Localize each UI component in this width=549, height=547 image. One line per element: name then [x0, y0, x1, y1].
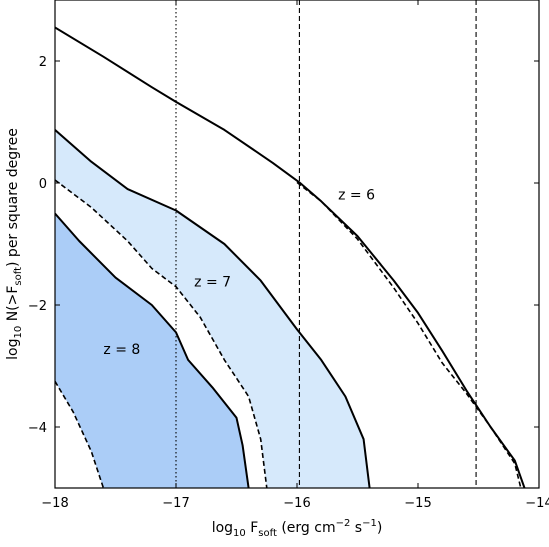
- band-fill-1: [55, 129, 370, 488]
- band-fills: [55, 129, 370, 488]
- y-tick-label: 2: [39, 55, 47, 70]
- curve-z8-lower: [55, 380, 105, 488]
- curve-label-1: z = 6: [338, 187, 375, 203]
- x-tick-label: −14: [525, 496, 549, 511]
- y-tick-label: −4: [28, 421, 47, 436]
- curve-label-3: z = 8: [103, 342, 140, 358]
- curve-z7-upper: [55, 129, 371, 488]
- x-tick-label: −17: [162, 496, 189, 511]
- curves: [55, 26, 526, 488]
- curve-z8-upper: [55, 212, 250, 488]
- x-tick-label: −16: [283, 496, 310, 511]
- curve-z6-dashed: [296, 181, 522, 488]
- curve-z7-lower: [55, 179, 268, 488]
- y-tick-label: 0: [39, 177, 47, 192]
- x-axis-title: log10 Fsoft (erg cm−2 s−1): [212, 518, 383, 539]
- y-tick-label: −2: [28, 299, 47, 314]
- band-fill-2: [55, 213, 249, 488]
- x-tick-label: −15: [404, 496, 431, 511]
- ticks: −18 −17 −16 −15 −14 −4 −2 0 2: [28, 0, 549, 511]
- x-tick-label: −18: [41, 496, 68, 511]
- curve-z6-solid: [55, 26, 526, 488]
- vertical-reference-lines: [175, 0, 477, 488]
- curve-labels: z = 6 z = 7 z = 8: [103, 187, 375, 357]
- y-axis-title: log10 N(>Fsoft) per square degree: [5, 128, 24, 360]
- curve-label-2: z = 7: [194, 275, 231, 291]
